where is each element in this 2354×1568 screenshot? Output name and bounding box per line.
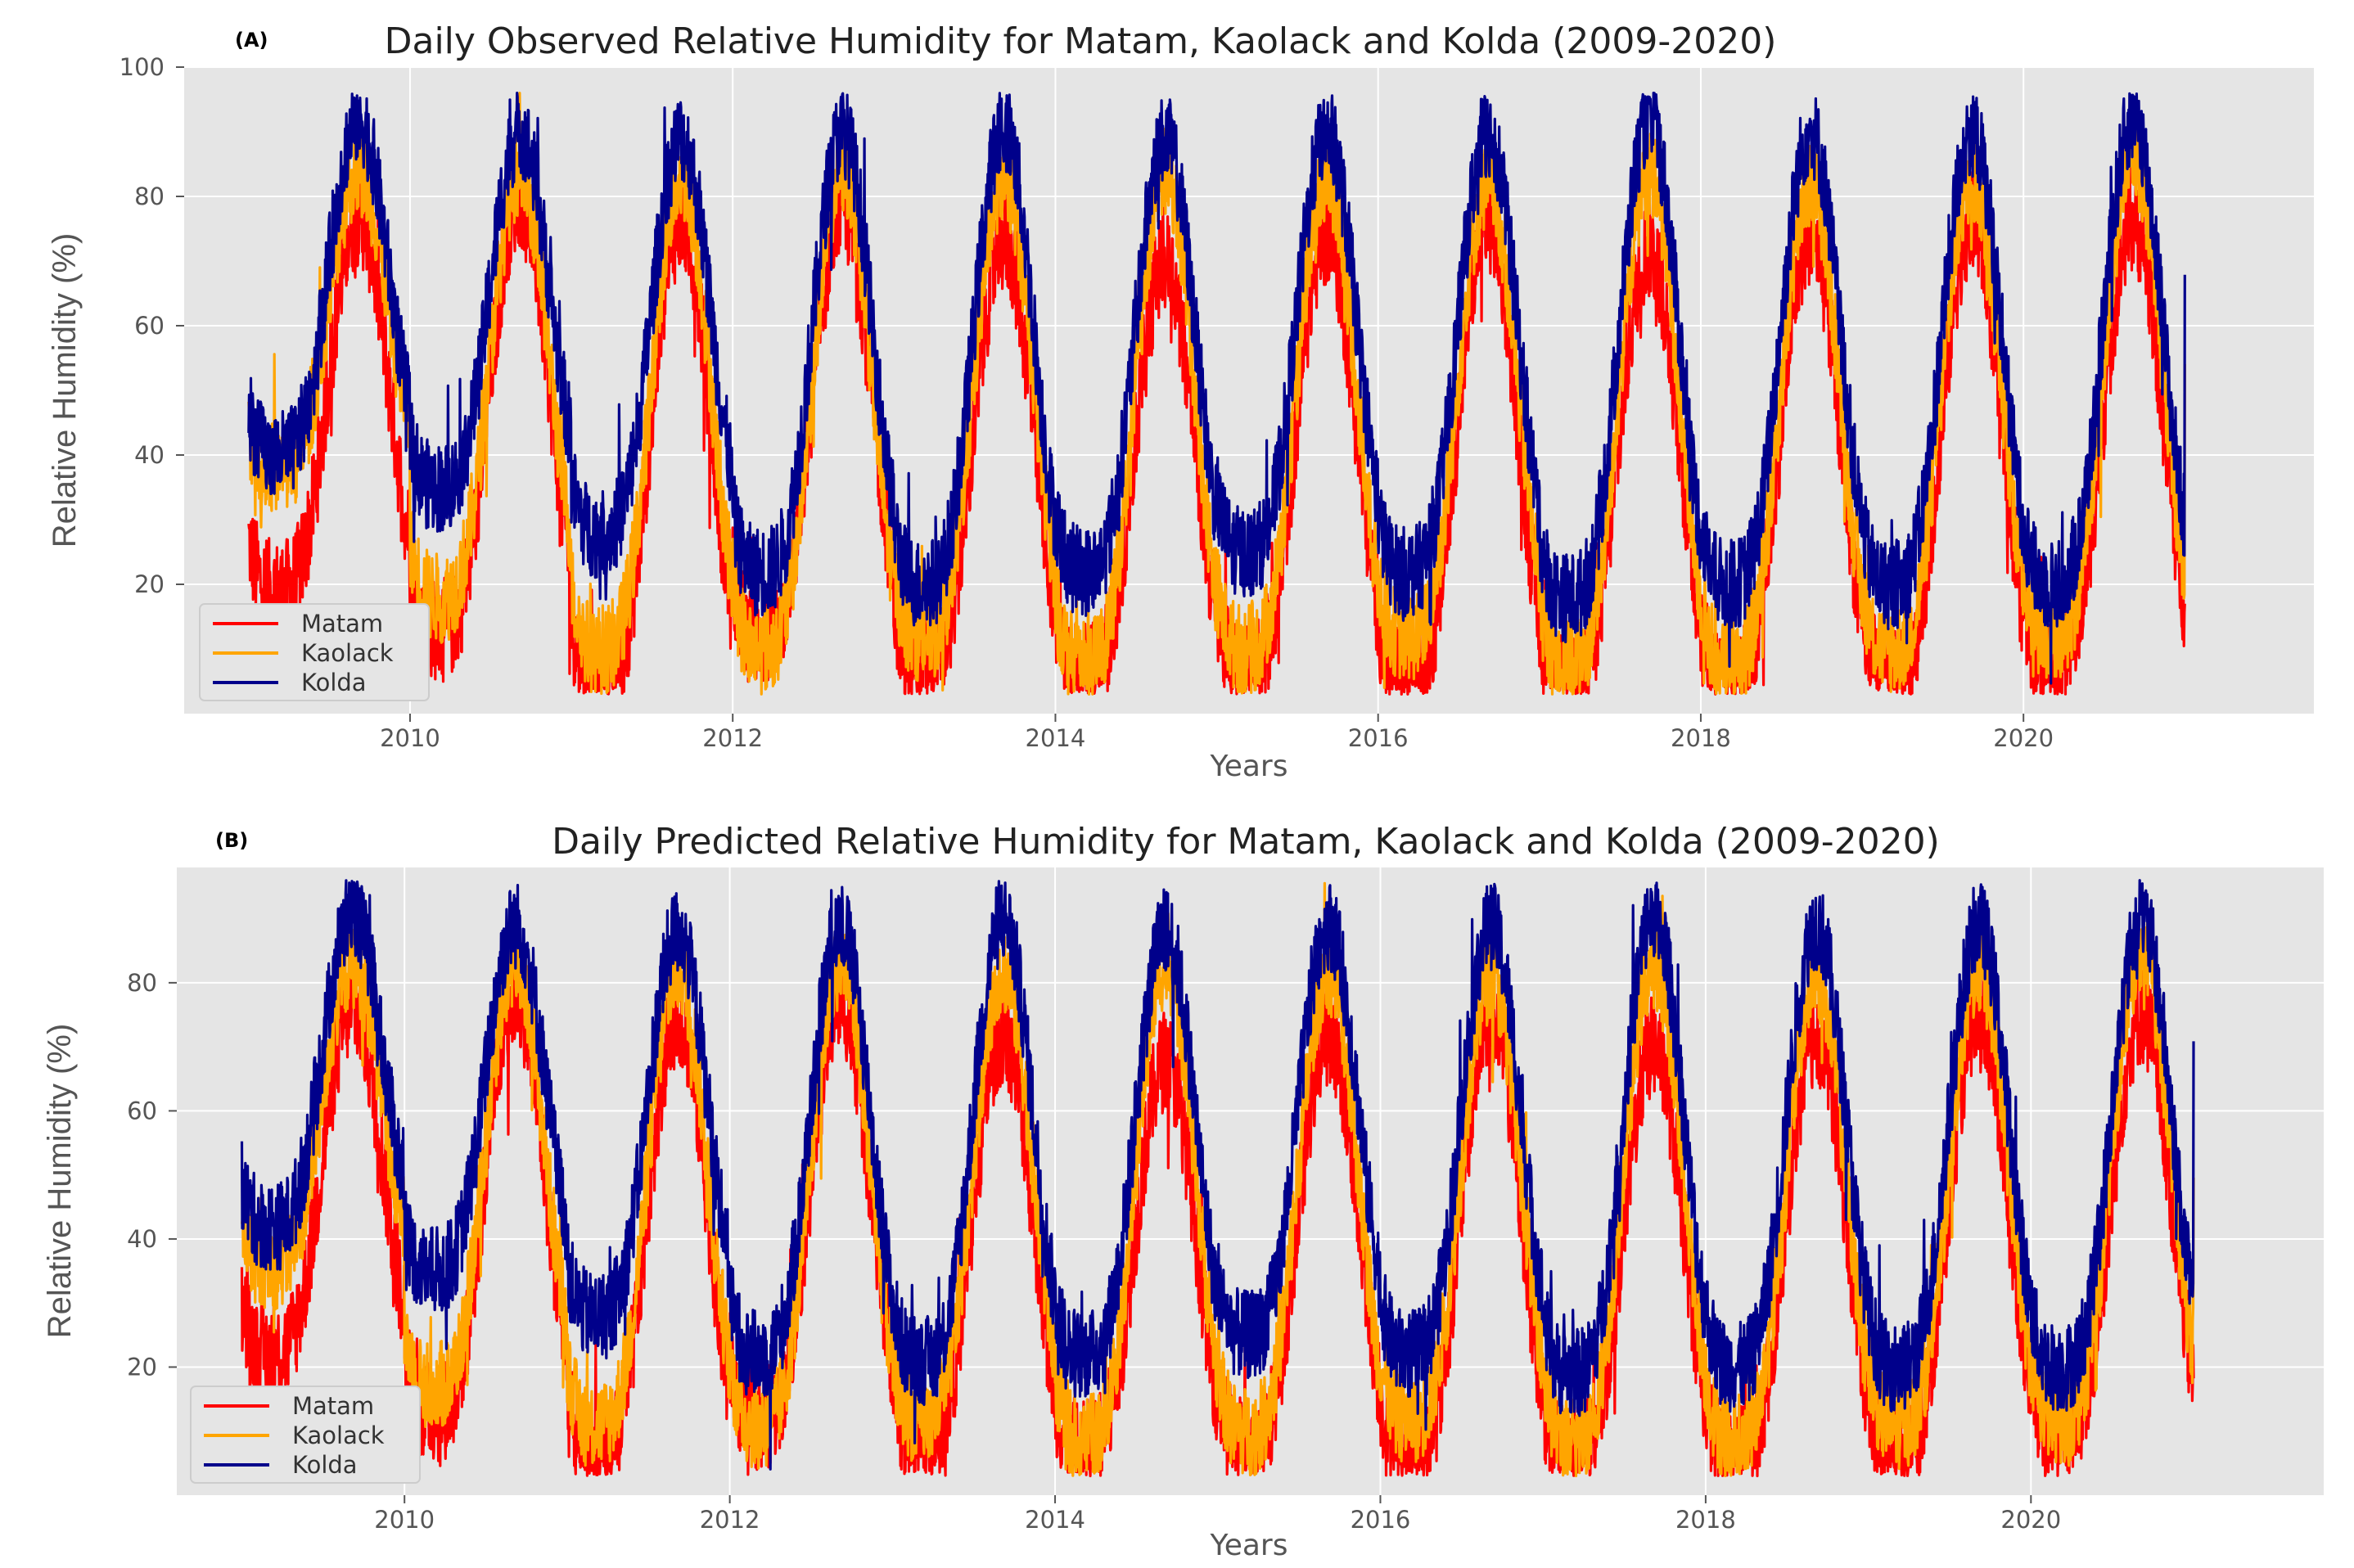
legend-label-matam-b: Matam	[292, 1392, 374, 1420]
x-tick-label-a: 2014	[1026, 724, 1086, 752]
series-line-kolda-b	[240, 879, 2195, 1471]
panel-label-a: (A)	[235, 29, 268, 52]
y-tick-label-a: 20	[134, 570, 165, 598]
y-tick-label-a: 100	[120, 53, 165, 81]
legend-label-kaolack-a: Kaolack	[301, 639, 394, 667]
y-tick-labels-b: 20 40 60 80	[127, 969, 177, 1381]
y-axis-label-b: Relative Humidity (%)	[42, 1024, 78, 1339]
x-tick-labels-b: 2010 2012 2014 2016 2018 2020	[374, 1495, 2061, 1534]
x-tick-label-b: 2010	[374, 1506, 435, 1534]
x-axis-label-b: Years	[1210, 1529, 1288, 1562]
series-line-kolda-a	[247, 92, 2186, 685]
panel-label-b: (B)	[215, 829, 248, 852]
series-group-a	[247, 92, 2186, 696]
chart-title-a: Daily Observed Relative Humidity for Mat…	[385, 20, 1777, 62]
legend-box-a	[199, 603, 430, 701]
x-tick-label-a: 2010	[380, 724, 440, 752]
y-axis-label-a: Relative Humidity (%)	[47, 233, 83, 548]
x-tick-label-a: 2018	[1671, 724, 1731, 752]
x-tick-label-a: 2012	[702, 724, 763, 752]
x-axis-label-a: Years	[1210, 750, 1288, 783]
series-group-b	[240, 879, 2195, 1478]
legend-box-b	[190, 1386, 421, 1484]
chart-observed: (A) Daily Observed Relative Humidity for…	[47, 20, 2314, 783]
x-tick-label-b: 2012	[700, 1506, 760, 1534]
y-tick-label-b: 60	[127, 1097, 157, 1124]
legend-a: Matam Kaolack Kolda	[199, 603, 430, 701]
series-line-kaolack-a	[247, 92, 2186, 696]
x-tick-labels-a: 2010 2012 2014 2016 2018 2020	[380, 714, 2054, 752]
chart-title-b: Daily Predicted Relative Humidity for Ma…	[552, 821, 1940, 863]
x-tick-label-b: 2020	[2000, 1506, 2061, 1534]
x-tick-label-b: 2016	[1351, 1506, 1411, 1534]
y-tick-label-a: 60	[134, 312, 165, 340]
legend-label-kolda-b: Kolda	[292, 1451, 358, 1479]
legend-label-kolda-a: Kolda	[301, 669, 367, 696]
y-tick-label-a: 80	[134, 182, 165, 210]
legend-label-kaolack-b: Kaolack	[292, 1422, 385, 1449]
y-tick-label-b: 80	[127, 969, 157, 997]
x-tick-label-b: 2018	[1675, 1506, 1736, 1534]
y-tick-label-a: 40	[134, 441, 165, 469]
x-tick-label-a: 2016	[1348, 724, 1409, 752]
legend-label-matam-a: Matam	[301, 610, 383, 638]
x-tick-label-a: 2020	[1993, 724, 2054, 752]
y-tick-label-b: 20	[127, 1353, 157, 1381]
y-tick-label-b: 40	[127, 1225, 157, 1253]
legend-b: Matam Kaolack Kolda	[190, 1386, 421, 1484]
x-tick-label-b: 2014	[1025, 1506, 1085, 1534]
series-line-kaolack-b	[240, 881, 2195, 1478]
y-tick-labels-a: 20 40 60 80 100	[120, 53, 184, 598]
chart-predicted: (B) Daily Predicted Relative Humidity fo…	[42, 821, 2324, 1562]
